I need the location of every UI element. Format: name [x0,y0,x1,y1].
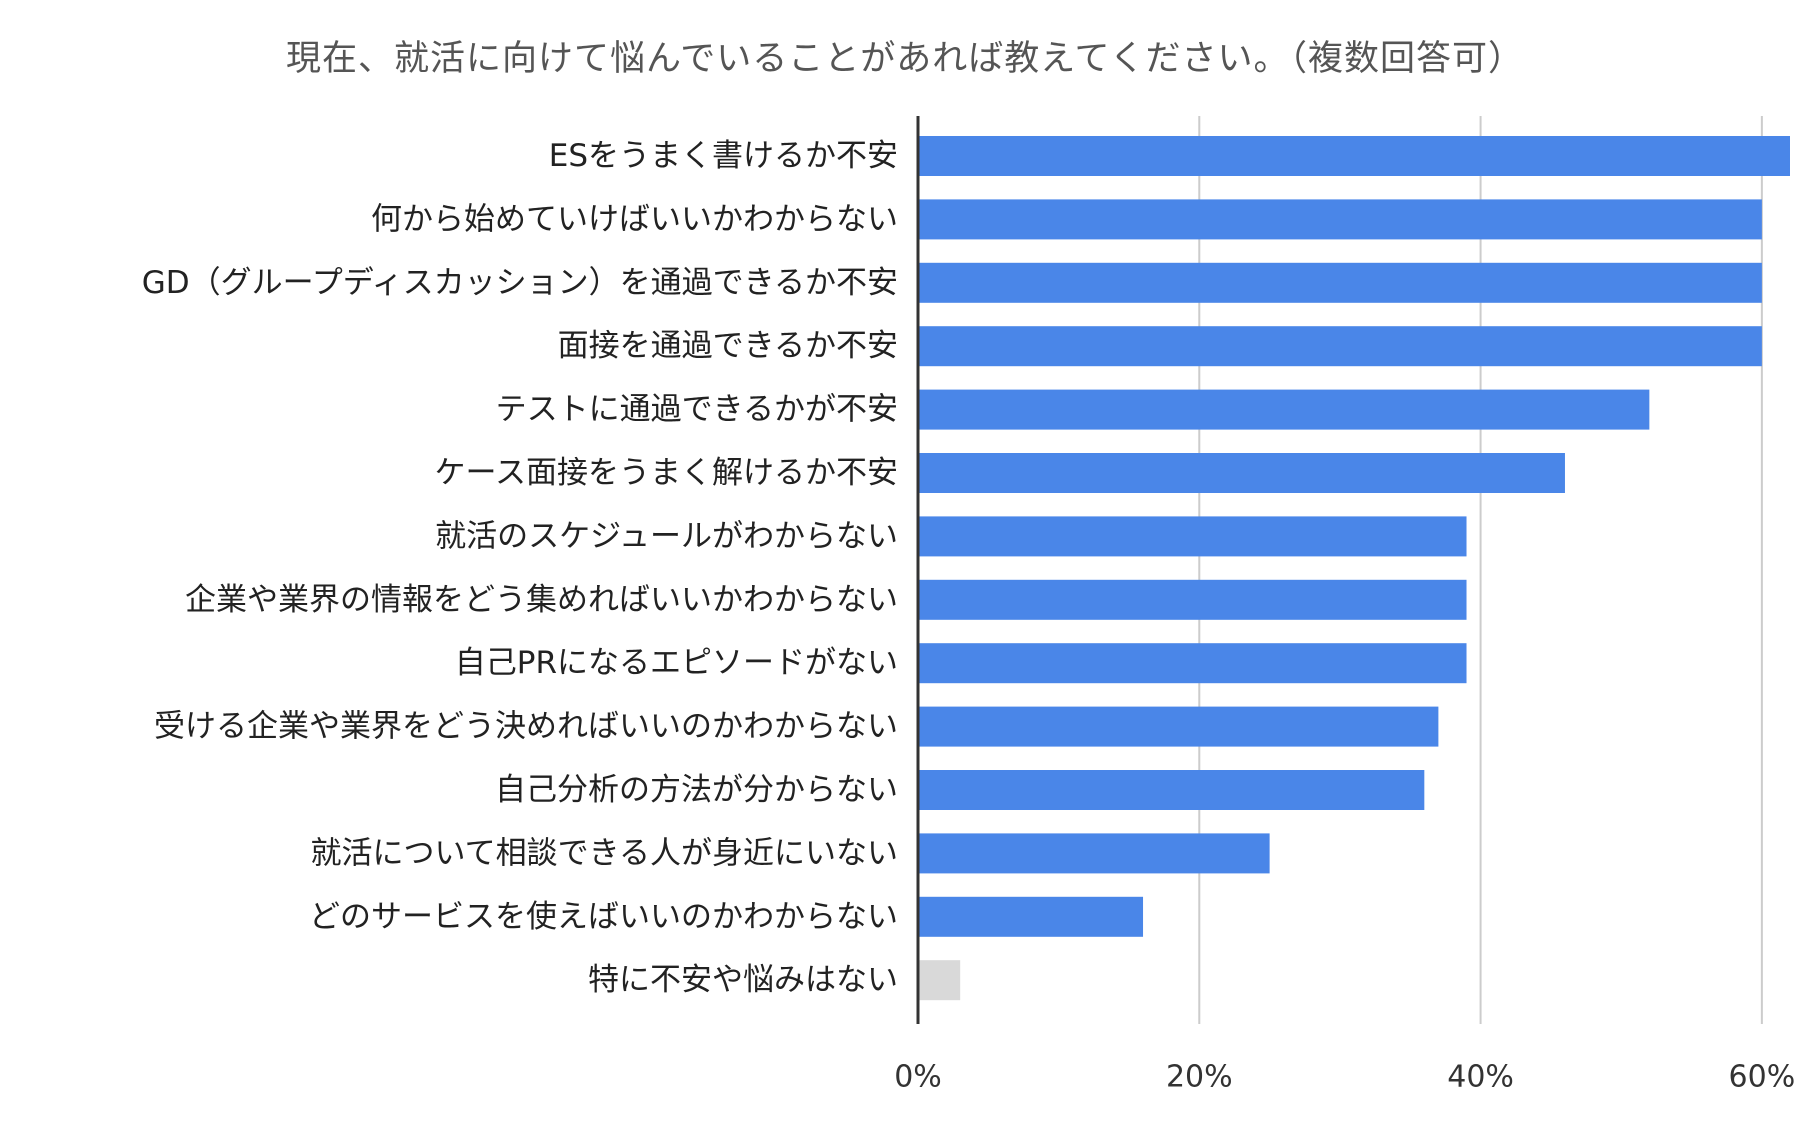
category-label-9: 受ける企業や業界をどう決めればいいのかわからない [154,709,898,745]
category-label-2: GD（グループディスカッション）を通過できるか不安 [142,265,898,301]
bar-11 [918,833,1270,874]
bar-12 [918,896,1144,937]
category-label-13: 特に不安や悩みはない [588,962,898,998]
bar-2 [918,262,1762,303]
category-label-6: 就活のスケジュールがわからない [435,518,898,554]
category-label-7: 企業や業界の情報をどう集めればいいかわからない [185,582,898,618]
bar-4 [918,389,1650,430]
x-tick-label-0: 0% [894,1060,942,1095]
category-label-8: 自己PRになるエピソードがない [455,645,898,681]
category-label-11: 就活について相談できる人が身近にいない [311,835,898,871]
x-tick-label-2: 40% [1447,1060,1514,1095]
category-label-0: ESをうまく書けるか不安 [549,138,898,174]
category-label-12: どのサービスを使えばいいのかわからない [309,899,898,935]
bar-9 [918,706,1439,747]
bar-3 [918,326,1762,367]
bar-5 [918,453,1565,493]
bar-13 [918,960,961,1001]
x-tick-label-1: 20% [1166,1060,1233,1095]
category-label-5: ケース面接をうまく解けるか不安 [435,455,898,491]
bar-0 [918,136,1790,176]
category-label-3: 面接を通過できるか不安 [558,328,898,364]
bar-1 [918,199,1762,240]
bar-6 [918,516,1467,557]
x-tick-label-3: 60% [1729,1060,1796,1095]
bar-7 [918,579,1467,620]
bar-8 [918,643,1467,684]
chart-title: 現在、就活に向けて悩んでいることがあれば教えてください。（複数回答可） [286,39,1524,79]
bar-10 [918,770,1425,810]
category-label-1: 何から始めていけばいいかわからない [371,201,898,237]
category-label-4: テストに通過できるかが不安 [496,392,898,428]
category-label-10: 自己分析の方法が分からない [495,772,898,808]
